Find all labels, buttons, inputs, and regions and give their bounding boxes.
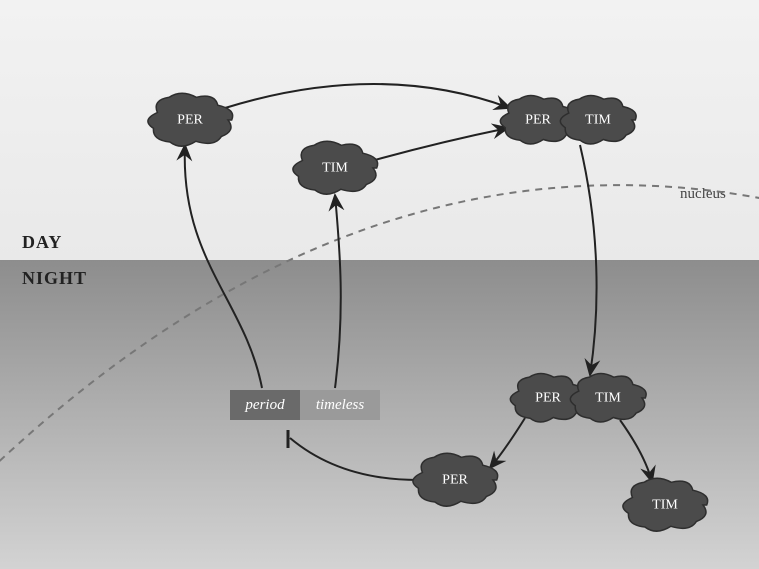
gene-period: period <box>230 390 300 420</box>
nucleus-label: nucleus <box>680 186 726 203</box>
gene-timeless: timeless <box>300 390 380 420</box>
background-day-region <box>0 0 759 260</box>
gene-period-label: period <box>245 397 284 414</box>
gene-timeless-label: timeless <box>316 397 364 414</box>
night-label: NIGHT <box>22 268 87 289</box>
day-label: DAY <box>22 232 62 253</box>
